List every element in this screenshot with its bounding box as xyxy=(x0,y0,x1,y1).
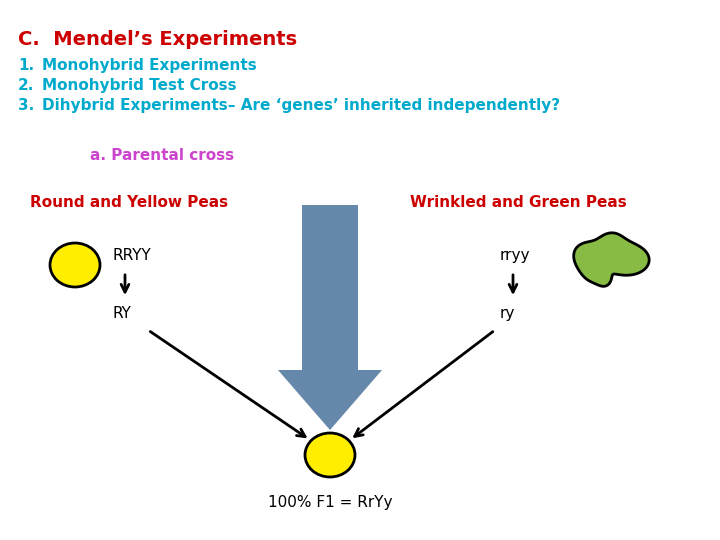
Text: 3.: 3. xyxy=(18,98,35,113)
Text: RRYY: RRYY xyxy=(112,248,150,263)
Polygon shape xyxy=(278,370,382,430)
Text: rryy: rryy xyxy=(500,248,531,263)
Text: 1.: 1. xyxy=(18,58,34,73)
Text: Round and Yellow Peas: Round and Yellow Peas xyxy=(30,195,228,210)
Text: Monohybrid Experiments: Monohybrid Experiments xyxy=(42,58,257,73)
Text: RY: RY xyxy=(112,306,131,321)
Ellipse shape xyxy=(50,243,100,287)
Text: C.  Mendel’s Experiments: C. Mendel’s Experiments xyxy=(18,30,297,49)
Polygon shape xyxy=(574,233,649,286)
Text: a. Parental cross: a. Parental cross xyxy=(90,148,234,163)
Ellipse shape xyxy=(305,433,355,477)
Text: Dihybrid Experiments– Are ‘genes’ inherited independently?: Dihybrid Experiments– Are ‘genes’ inheri… xyxy=(42,98,560,113)
Text: 100% F1 = RrYy: 100% F1 = RrYy xyxy=(268,495,392,510)
Text: ry: ry xyxy=(500,306,516,321)
Bar xyxy=(302,205,358,370)
Text: Wrinkled and Green Peas: Wrinkled and Green Peas xyxy=(410,195,626,210)
Text: 2.: 2. xyxy=(18,78,35,93)
Text: Monohybrid Test Cross: Monohybrid Test Cross xyxy=(42,78,237,93)
